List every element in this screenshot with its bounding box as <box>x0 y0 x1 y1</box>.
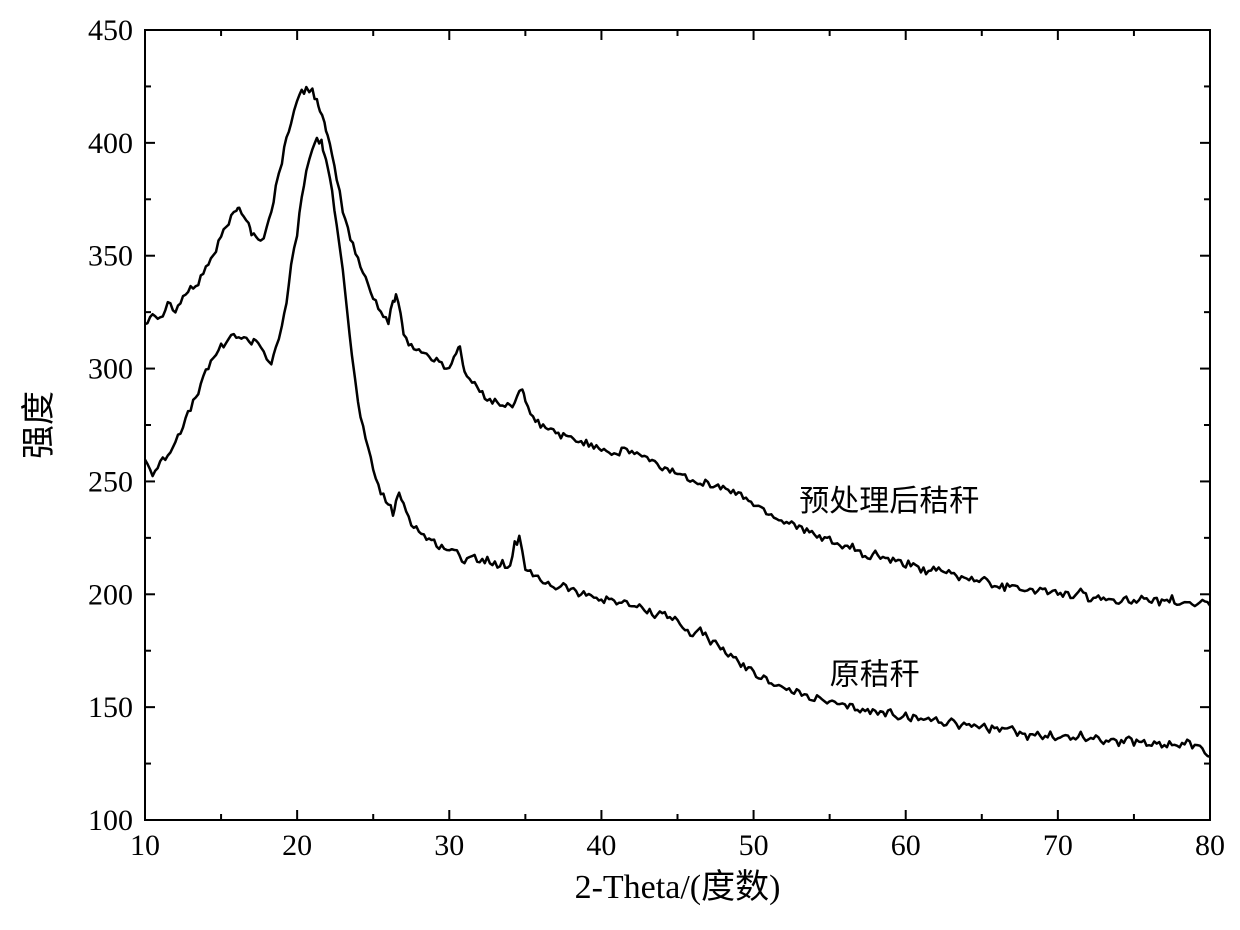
y-tick-label: 250 <box>88 465 133 498</box>
y-tick-label: 150 <box>88 691 133 724</box>
x-tick-label: 50 <box>739 829 769 862</box>
series-line-0 <box>145 87 1210 606</box>
x-tick-label: 70 <box>1043 829 1073 862</box>
y-tick-label: 200 <box>88 578 133 611</box>
y-tick-label: 350 <box>88 240 133 273</box>
xrd-chart-container: 10 20 30 40 50 60 70 80 100 150 200 250 300 350 400 45… <box>0 0 1240 930</box>
x-tick-label: 80 <box>1195 829 1225 862</box>
series-line-1 <box>145 138 1210 757</box>
x-tick-label: 30 <box>434 829 464 862</box>
y-axis-label: 强度 <box>20 391 58 459</box>
x-tick-label: 40 <box>586 829 616 862</box>
x-tick-label: 10 <box>130 829 160 862</box>
series-label-1: 原秸秆 <box>830 659 920 692</box>
x-axis-label: 2-Theta/(度数) <box>575 868 781 906</box>
y-tick-label: 450 <box>88 14 133 47</box>
y-tick-label: 300 <box>88 353 133 386</box>
plot-frame <box>145 30 1210 820</box>
y-axis: 100 150 200 250 300 350 400 450 <box>88 14 1210 837</box>
x-tick-label: 60 <box>891 829 921 862</box>
series-labels: 预处理后秸秆原秸秆 <box>799 485 979 692</box>
xrd-chart-svg: 10 20 30 40 50 60 70 80 100 150 200 250 300 350 400 45… <box>0 0 1240 930</box>
series-label-0: 预处理后秸秆 <box>799 485 979 518</box>
series-group <box>145 87 1210 757</box>
y-tick-label: 400 <box>88 127 133 160</box>
y-tick-label: 100 <box>88 804 133 837</box>
x-tick-label: 20 <box>282 829 312 862</box>
